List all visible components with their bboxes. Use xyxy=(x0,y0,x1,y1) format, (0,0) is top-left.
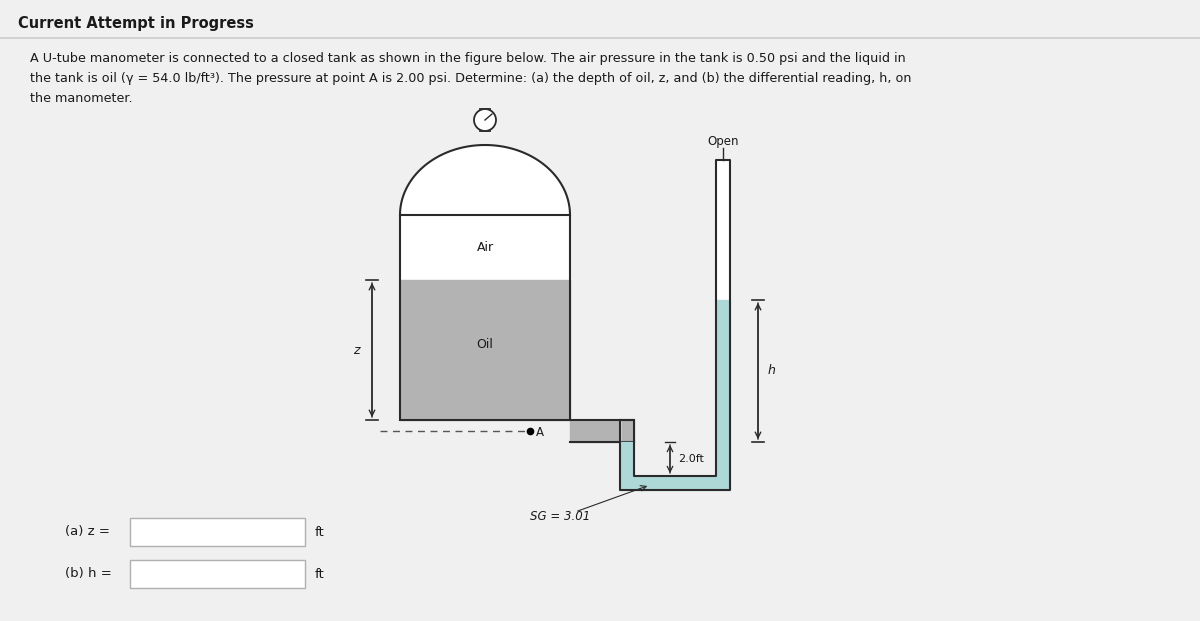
Text: z: z xyxy=(354,343,360,356)
Text: (b) h =: (b) h = xyxy=(65,568,112,581)
Text: h: h xyxy=(768,365,776,378)
Text: Air: Air xyxy=(476,241,493,254)
Text: 2.0ft: 2.0ft xyxy=(678,454,704,464)
Polygon shape xyxy=(400,215,570,280)
FancyBboxPatch shape xyxy=(130,518,305,546)
Text: SG = 3.01: SG = 3.01 xyxy=(530,510,590,523)
FancyBboxPatch shape xyxy=(130,560,305,588)
Text: ft: ft xyxy=(314,525,325,538)
Text: the tank is oil (γ = 54.0 lb/ft³). The pressure at point A is 2.00 psi. Determin: the tank is oil (γ = 54.0 lb/ft³). The p… xyxy=(30,72,912,85)
Polygon shape xyxy=(620,300,730,490)
Polygon shape xyxy=(620,160,730,490)
Text: Oil: Oil xyxy=(476,338,493,351)
Text: ft: ft xyxy=(314,568,325,581)
Text: A: A xyxy=(536,425,544,438)
Polygon shape xyxy=(400,280,570,420)
Text: A U-tube manometer is connected to a closed tank as shown in the figure below. T: A U-tube manometer is connected to a clo… xyxy=(30,52,906,65)
Text: Open: Open xyxy=(707,135,739,148)
Circle shape xyxy=(474,109,496,131)
Text: (a) z =: (a) z = xyxy=(65,525,110,538)
FancyBboxPatch shape xyxy=(480,109,490,131)
Polygon shape xyxy=(570,420,634,442)
Text: the manometer.: the manometer. xyxy=(30,92,133,105)
Polygon shape xyxy=(400,145,570,215)
Text: Current Attempt in Progress: Current Attempt in Progress xyxy=(18,16,254,31)
